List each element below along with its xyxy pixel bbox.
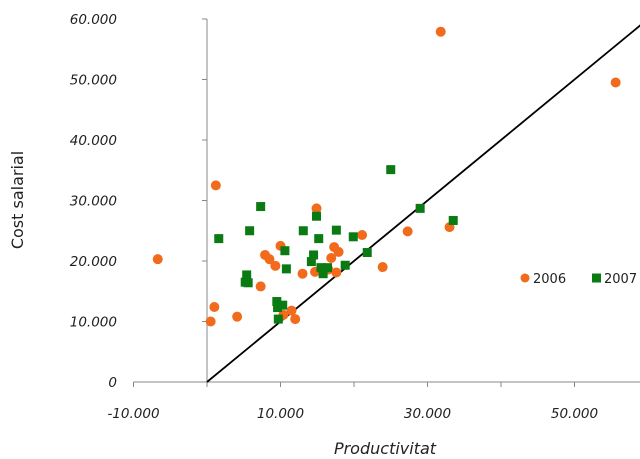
legend-label-2006: 2006 bbox=[533, 272, 566, 287]
point-2007 bbox=[448, 215, 458, 225]
point-2007 bbox=[278, 300, 288, 310]
x-tick-marks bbox=[133, 382, 575, 387]
point-2006 bbox=[264, 254, 275, 265]
point-2006 bbox=[297, 268, 308, 279]
point-2007 bbox=[306, 257, 316, 267]
point-2006 bbox=[290, 314, 301, 325]
y-tick-label: 40.000 bbox=[70, 133, 117, 149]
reference-diagonal-line bbox=[206, 24, 640, 383]
y-tick-labels: 0 10.000 20.000 30.000 40.000 50.000 60.000 bbox=[70, 12, 117, 391]
x-tick-labels: -10.000 10.000 30.000 50.000 bbox=[107, 406, 598, 422]
point-2006 bbox=[435, 26, 446, 37]
point-2007 bbox=[242, 270, 252, 280]
point-2006 bbox=[152, 254, 163, 265]
y-axis-title: Cost salarial bbox=[8, 151, 27, 249]
point-2007 bbox=[314, 234, 324, 244]
y-tick-marks bbox=[202, 18, 207, 383]
point-2006 bbox=[205, 316, 216, 327]
point-2007 bbox=[415, 203, 425, 213]
point-2006 bbox=[286, 305, 297, 316]
x-tick-label: 10.000 bbox=[257, 406, 304, 422]
point-2007 bbox=[331, 225, 341, 235]
point-2006 bbox=[270, 260, 281, 271]
data-points bbox=[152, 26, 621, 327]
point-2006 bbox=[255, 281, 266, 292]
point-2007 bbox=[243, 278, 253, 288]
point-2006 bbox=[209, 301, 220, 312]
point-2007 bbox=[318, 269, 328, 279]
point-2007 bbox=[256, 202, 266, 212]
y-tick-label: 30.000 bbox=[70, 194, 117, 210]
y-tick-label: 10.000 bbox=[70, 315, 117, 331]
y-tick-label: 20.000 bbox=[70, 254, 117, 270]
point-2007 bbox=[348, 232, 358, 242]
point-2007 bbox=[298, 226, 308, 236]
point-2007 bbox=[245, 226, 255, 236]
point-2006 bbox=[210, 180, 221, 191]
point-2007 bbox=[362, 248, 372, 258]
point-2006 bbox=[402, 226, 413, 237]
point-2007 bbox=[386, 165, 396, 175]
legend: 2006 2007 bbox=[520, 272, 637, 287]
y-tick-label: 60.000 bbox=[70, 12, 117, 28]
point-2007 bbox=[316, 263, 326, 273]
legend-label-2007: 2007 bbox=[604, 272, 637, 287]
point-2007 bbox=[323, 263, 333, 273]
x-axis-title: Productivitat bbox=[334, 439, 437, 458]
point-2006 bbox=[331, 267, 342, 278]
point-2007 bbox=[340, 260, 350, 270]
point-2007 bbox=[281, 264, 291, 274]
point-2007 bbox=[273, 314, 283, 324]
point-2006 bbox=[232, 311, 243, 322]
x-tick-label: 50.000 bbox=[551, 406, 598, 422]
point-2006 bbox=[610, 77, 621, 88]
legend-marker-2006 bbox=[520, 273, 530, 283]
point-2007 bbox=[312, 211, 322, 221]
point-2007 bbox=[309, 250, 319, 260]
point-2006 bbox=[377, 262, 388, 273]
point-2007 bbox=[214, 234, 224, 244]
y-tick-label: 0 bbox=[108, 375, 117, 391]
x-tick-label: 30.000 bbox=[404, 406, 451, 422]
point-2007 bbox=[273, 303, 283, 313]
point-2006 bbox=[357, 229, 368, 240]
point-2006 bbox=[333, 246, 344, 257]
point-2006 bbox=[326, 252, 337, 263]
point-2007 bbox=[280, 246, 290, 256]
y-tick-label: 50.000 bbox=[70, 73, 117, 89]
point-2006 bbox=[311, 203, 322, 214]
x-tick-label: -10.000 bbox=[107, 406, 159, 422]
legend-marker-2007 bbox=[592, 273, 601, 283]
point-2007 bbox=[272, 297, 282, 307]
